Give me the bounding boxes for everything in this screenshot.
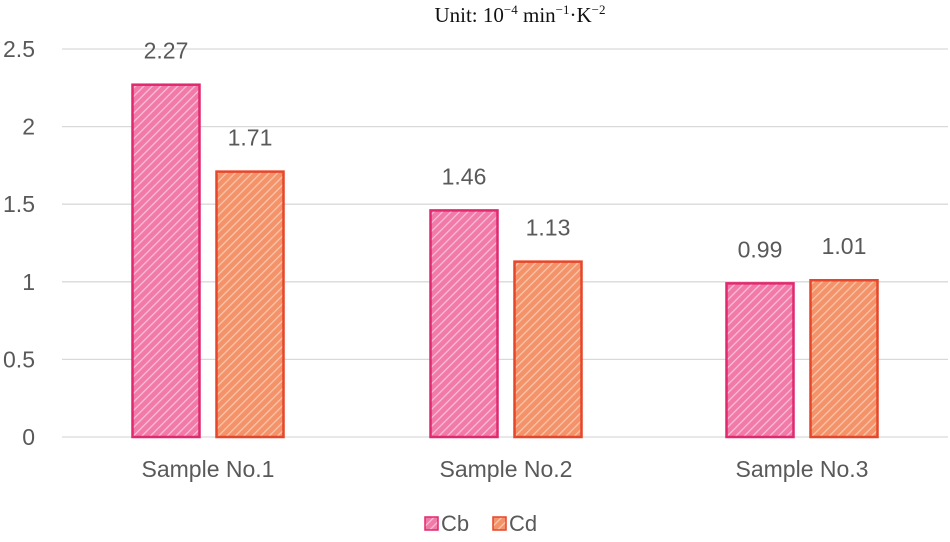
data-label: 1.71 xyxy=(228,125,273,151)
data-labels: 2.27 1.71 1.46 1.13 0.99 1.01 xyxy=(144,38,867,263)
x-axis-ticks: Sample No.1 Sample No.2 Sample No.3 xyxy=(142,456,869,482)
bar-cb xyxy=(725,282,795,439)
x-tick-label: Sample No.3 xyxy=(736,456,869,482)
data-label: 1.46 xyxy=(442,163,487,189)
bars xyxy=(131,83,879,439)
data-label: 2.27 xyxy=(144,38,189,64)
x-tick-label: Sample No.1 xyxy=(142,456,275,482)
y-tick-label: 0.5 xyxy=(3,346,35,372)
legend: Cb Cd xyxy=(424,511,537,536)
bar-cd xyxy=(215,170,285,439)
bar-cb xyxy=(131,83,201,439)
y-tick-label: 2 xyxy=(22,114,35,140)
data-label: 1.13 xyxy=(526,215,571,241)
x-tick-label: Sample No.2 xyxy=(440,456,573,482)
y-tick-label: 1.5 xyxy=(3,191,35,217)
bar-cd xyxy=(809,278,879,439)
legend-label: Cd xyxy=(509,511,537,536)
data-label: 1.01 xyxy=(822,233,867,259)
y-tick-label: 2.5 xyxy=(3,36,35,62)
y-axis-ticks: 0 0.5 1 1.5 2 2.5 xyxy=(3,36,35,450)
bar-cb xyxy=(429,209,499,439)
legend-label: Cb xyxy=(441,511,469,536)
legend-swatch-cb xyxy=(424,516,439,531)
chart-title: Unit: 10−4 min−1·K−2 xyxy=(434,2,605,27)
gridlines xyxy=(62,48,948,438)
legend-swatch-cd xyxy=(492,516,507,531)
bar-cd xyxy=(513,260,583,439)
y-tick-label: 0 xyxy=(22,424,35,450)
y-tick-label: 1 xyxy=(22,269,35,295)
data-label: 0.99 xyxy=(738,236,783,262)
